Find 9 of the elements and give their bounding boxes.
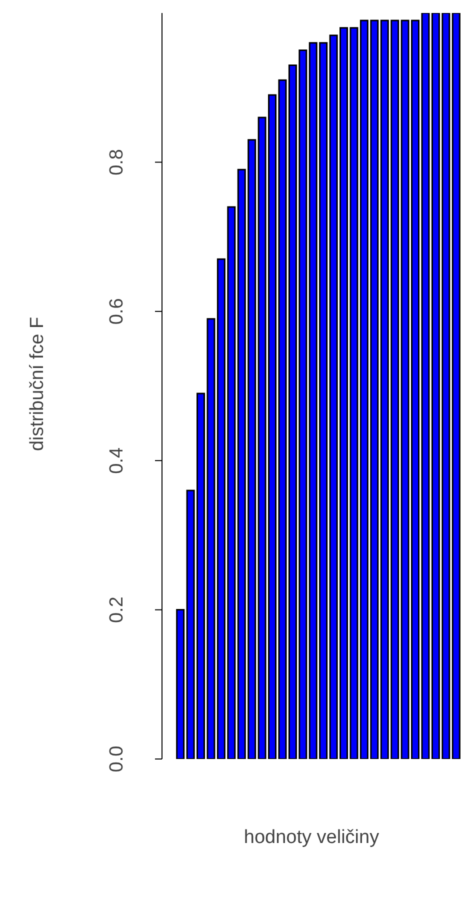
y-tick-label: 0.6 xyxy=(106,298,128,325)
bar xyxy=(176,609,185,759)
y-tick-label: 0.8 xyxy=(106,148,128,176)
x-axis-title: hodnoty veličiny xyxy=(244,827,380,848)
y-tick-label: 0.0 xyxy=(106,746,128,772)
y-tick-label: 0.2 xyxy=(106,596,128,624)
y-axis-title: distribuční fce F xyxy=(27,316,49,451)
y-tick-label: 0.4 xyxy=(106,446,128,474)
bar xyxy=(452,13,460,759)
